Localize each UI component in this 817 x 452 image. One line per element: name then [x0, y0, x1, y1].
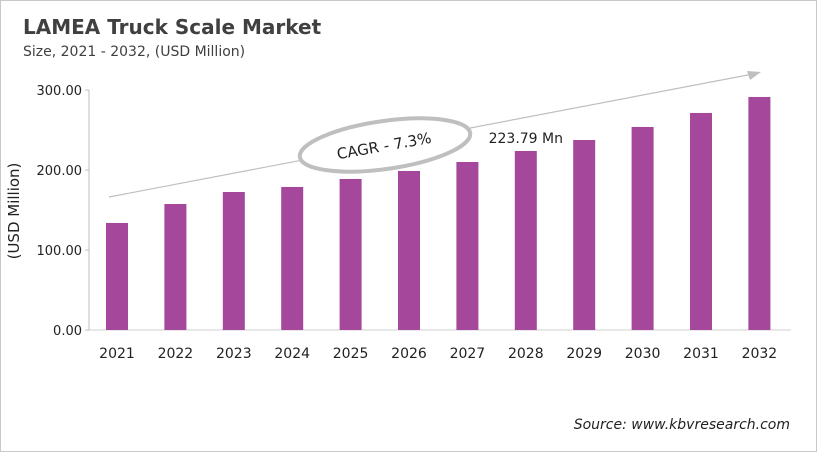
bar-2023 [222, 192, 245, 330]
x-tick-label: 2022 [158, 346, 194, 362]
x-tick-label: 2030 [625, 346, 661, 362]
bar-2028 [514, 150, 537, 330]
data-label: 223.79 Mn [489, 131, 563, 147]
cagr-ellipse [297, 116, 473, 174]
bar-2025 [339, 178, 362, 330]
x-tick-label: 2027 [450, 346, 486, 362]
y-tick-label: 300.00 [37, 84, 83, 99]
bar-2026 [398, 170, 420, 330]
x-tick-label: 2029 [566, 346, 602, 362]
chart-subtitle: Size, 2021 - 2032, (USD Million) [23, 44, 246, 60]
bar-2032 [748, 96, 771, 331]
bar-2030 [631, 126, 654, 331]
y-axis-title: (USD Million) [5, 163, 23, 260]
bar-2031 [690, 112, 712, 331]
chart-title: LAMEA Truck Scale Market [23, 15, 322, 39]
x-tick-label: 2032 [742, 346, 778, 362]
bar-2024 [281, 186, 304, 330]
bar-2022 [164, 204, 187, 330]
bar-2027 [456, 162, 479, 330]
x-tick-label: 2021 [99, 346, 135, 362]
y-tick-label: 0.00 [53, 324, 82, 339]
y-tick-label: 100.00 [37, 244, 83, 259]
x-tick-label: 2024 [274, 346, 310, 362]
x-tick-label: 2026 [391, 346, 427, 362]
x-tick-label: 2025 [333, 346, 369, 362]
x-tick-label: 2028 [508, 346, 544, 362]
source-note: Source: www.kbvresearch.com [573, 417, 790, 433]
bar-2021 [106, 222, 128, 330]
y-tick-label: 200.00 [37, 164, 83, 179]
x-tick-label: 2031 [683, 346, 719, 362]
x-tick-label: 2023 [216, 346, 252, 362]
bar-2029 [573, 140, 596, 330]
trend-arrow-head [747, 71, 761, 80]
